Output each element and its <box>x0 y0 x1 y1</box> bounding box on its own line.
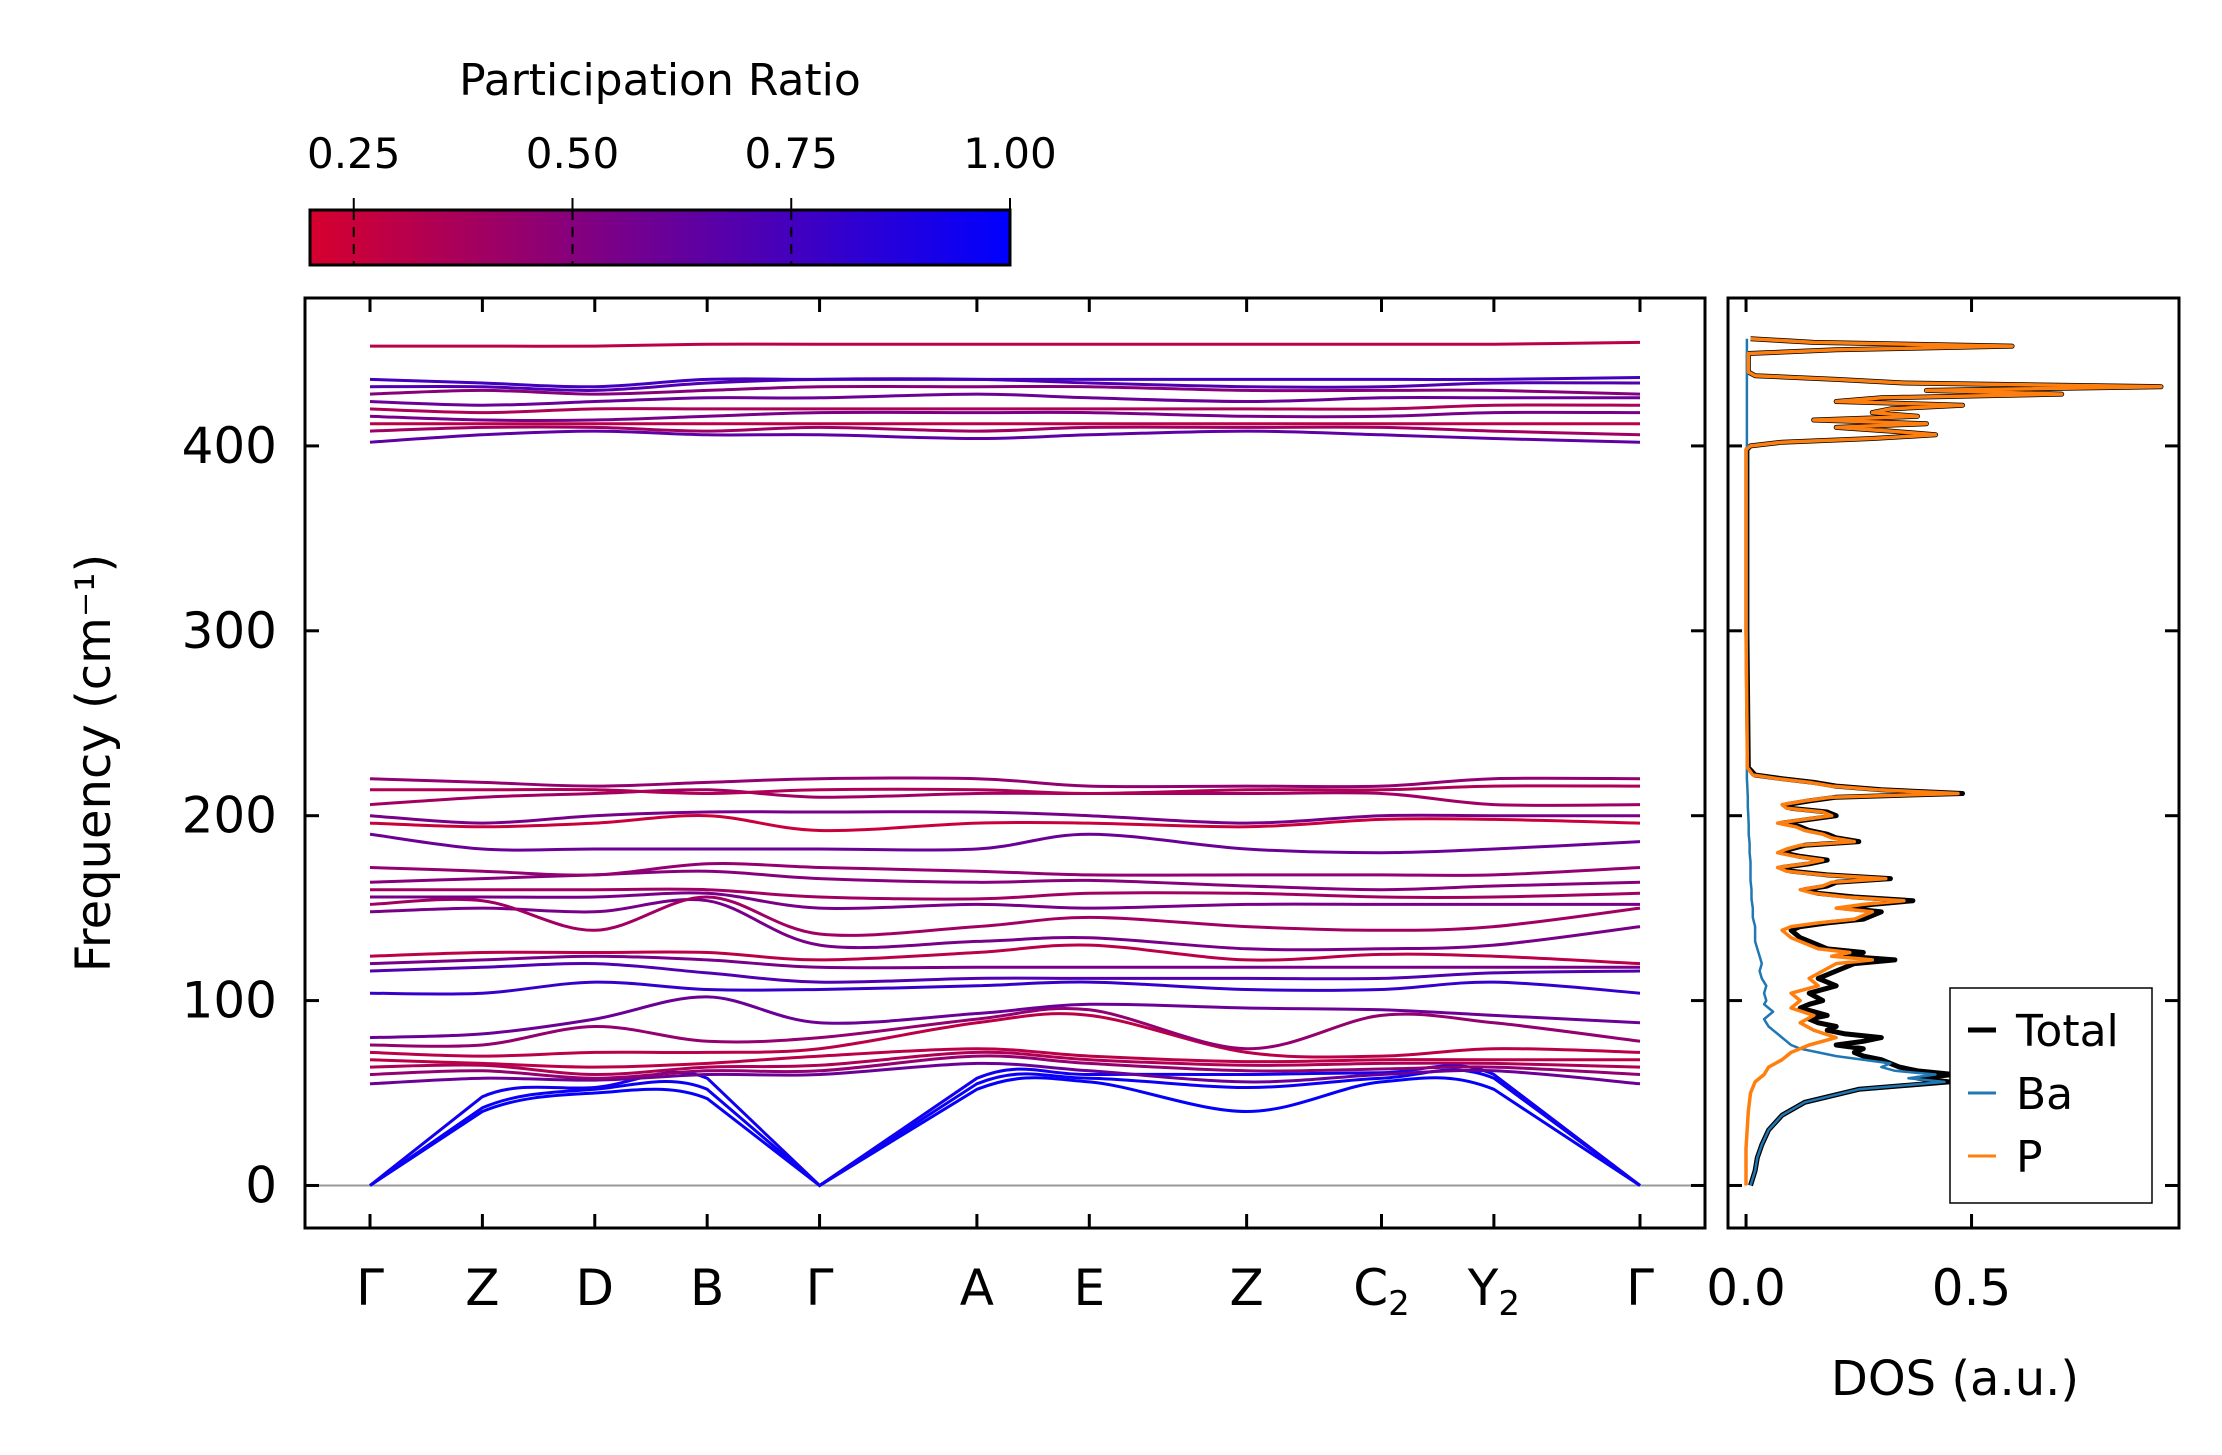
phonon-band <box>369 776 1641 789</box>
dos-x-tick-label: 0.5 <box>1932 1259 2012 1317</box>
colorbar-tick-label: 0.75 <box>744 129 838 178</box>
high-symmetry-label: Γ <box>1626 1259 1654 1317</box>
phonon-band <box>369 980 1641 996</box>
phonon-band <box>369 898 1641 952</box>
legend-label-ba: Ba <box>2016 1069 2073 1120</box>
phonon-band <box>369 1054 1641 1080</box>
phonon-band <box>369 384 1641 396</box>
phonon-band <box>369 410 1641 422</box>
high-symmetry-label: Γ <box>356 1259 384 1317</box>
phonon-band <box>370 887 1641 901</box>
high-symmetry-label: D <box>576 1259 615 1317</box>
high-symmetry-label: Y2 <box>1467 1259 1520 1324</box>
dos-line-ba <box>1745 338 1946 1186</box>
phonon-band <box>369 810 1640 825</box>
phonon-band <box>370 340 1641 348</box>
y-tick-label: 200 <box>182 787 277 845</box>
high-symmetry-label: C2 <box>1353 1259 1410 1324</box>
high-symmetry-label: A <box>960 1259 994 1317</box>
phonon-band <box>369 814 1641 833</box>
phonon-band <box>369 1047 1640 1069</box>
colorbar-tick-label: 0.25 <box>307 129 401 178</box>
phonon-band <box>369 425 1641 437</box>
y-tick-label: 400 <box>182 417 277 475</box>
phonon-band <box>369 1006 1641 1051</box>
phonon-band <box>369 1012 1641 1059</box>
phonon-band <box>369 788 1641 807</box>
phonon-band <box>370 891 1640 910</box>
dos-panel: 0.0 0.5 DOS (a.u.) Total Ba P <box>1706 296 2181 1407</box>
dos-legend: Total Ba P <box>1949 987 2153 1204</box>
phonon-band <box>369 995 1641 1040</box>
legend-label-total: Total <box>2015 1006 2119 1057</box>
dos-x-tick-label: 0.0 <box>1706 1259 1786 1317</box>
phonon-band <box>369 943 1641 966</box>
legend-frame <box>1949 987 2153 1204</box>
phonon-band <box>369 392 1640 407</box>
y-tick-label: 300 <box>182 602 277 660</box>
y-tick-label: 0 <box>245 1156 277 1214</box>
phonon-band <box>370 784 1641 796</box>
legend-label-p: P <box>2016 1132 2043 1183</box>
colorbar: Participation Ratio 0.25 0.50 0.75 1.00 <box>307 55 1057 267</box>
phonon-band <box>369 429 1641 444</box>
phonon-band <box>369 1064 1641 1188</box>
colorbar-tick-label: 1.00 <box>963 129 1057 178</box>
colorbar-tick-label: 0.50 <box>526 129 620 178</box>
phonon-band <box>369 1050 1641 1077</box>
colorbar-gradient <box>308 208 1012 267</box>
phonon-band <box>369 832 1641 855</box>
y-axis-label: Frequency (cm⁻¹) <box>66 554 122 972</box>
dos-plot-frame <box>1726 296 2181 1230</box>
phonon-band <box>369 862 1641 877</box>
phonon-band <box>369 954 1640 970</box>
band-plot-frame <box>303 296 1707 1230</box>
dos-x-axis-label: DOS (a.u.) <box>1831 1351 2079 1407</box>
high-symmetry-label: Γ <box>806 1259 834 1317</box>
band-panel: 0 100 200 300 400 Γ Z D B Γ A E Z C2 Y2 Γ Frequency (c… <box>66 296 1707 1324</box>
phonon-band <box>369 1076 1641 1188</box>
high-symmetry-label: Z <box>1230 1259 1264 1317</box>
phonon-band <box>369 961 1641 984</box>
high-symmetry-label: E <box>1073 1259 1105 1317</box>
phonon-band <box>369 403 1641 415</box>
phonon-band <box>369 1061 1641 1086</box>
phonon-band <box>369 376 1641 389</box>
dos-line-p <box>1744 336 2163 1186</box>
high-symmetry-subscript: 2 <box>1388 1284 1410 1324</box>
high-symmetry-subscript: 2 <box>1498 1284 1520 1324</box>
high-symmetry-label: Z <box>465 1259 499 1317</box>
y-tick-label: 100 <box>182 972 277 1030</box>
phonon-band <box>369 1068 1641 1188</box>
high-symmetry-label: B <box>690 1259 724 1317</box>
colorbar-title: Participation Ratio <box>459 55 861 106</box>
phonon-band <box>369 895 1641 937</box>
